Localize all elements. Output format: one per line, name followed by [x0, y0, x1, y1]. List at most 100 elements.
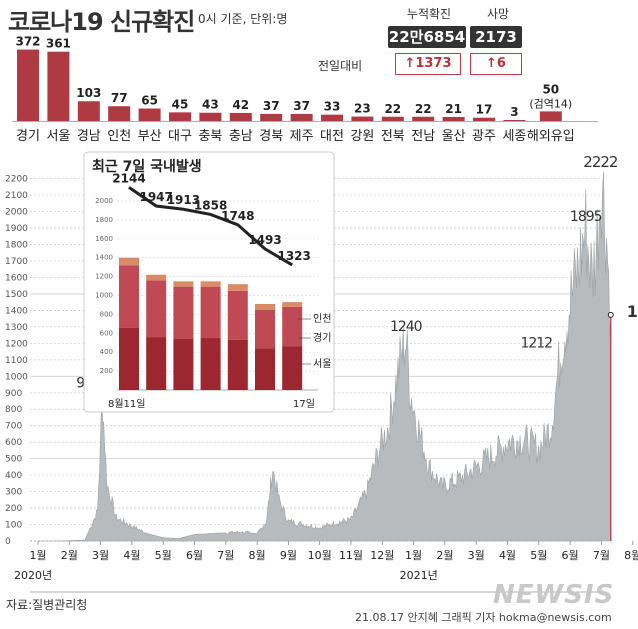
- peak-label: 1895: [570, 209, 602, 225]
- regional-bar: [260, 113, 283, 121]
- chart-title: 코로나19 신규확진: [8, 8, 195, 36]
- inset-y-tick-label: 400: [100, 348, 113, 356]
- inset-line-label: 2144: [112, 171, 145, 185]
- x-tick-label: 6월: [186, 549, 203, 562]
- regional-bar: [473, 117, 495, 121]
- x-tick-label: 11월: [339, 549, 363, 562]
- y-tick-label: 1400: [5, 306, 28, 316]
- regional-value-label: 42: [232, 98, 249, 112]
- regional-value-label: 43: [202, 98, 219, 112]
- regional-category-label: 경북: [259, 129, 283, 144]
- x-tick-label: 1월: [405, 549, 422, 562]
- y-tick-label: 1600: [5, 273, 28, 283]
- regional-category-label: 서울: [46, 129, 70, 144]
- inset-start-label: 8월11일: [108, 398, 146, 410]
- regional-bar: [503, 120, 526, 121]
- regional-bar: [290, 113, 313, 121]
- y-tick-label: 1300: [5, 323, 28, 333]
- regional-value-label: 361: [46, 37, 71, 51]
- deaths-value: 2173: [470, 26, 522, 48]
- deaths-increase: ↑6: [470, 53, 522, 75]
- regional-value-label: 37: [293, 99, 310, 113]
- regional-category-label: 부산: [138, 129, 162, 144]
- x-tick-label: 2월: [436, 549, 453, 562]
- inset-line-label: 1323: [277, 249, 310, 263]
- inset-line-label: 1858: [194, 198, 227, 212]
- inset-bar-incheon: [227, 284, 248, 291]
- inset-y-tick-label: 1000: [95, 292, 113, 300]
- regional-bar: [321, 114, 343, 121]
- regional-bar: [47, 51, 70, 121]
- y-tick-label: 1200: [5, 339, 28, 349]
- x-tick-label: 6월: [562, 549, 579, 562]
- x-tick-label: 3월: [468, 549, 485, 562]
- regional-category-label: 강원: [350, 129, 374, 144]
- inset-bar-incheon: [282, 302, 303, 307]
- regional-category-label: 전북: [381, 129, 405, 144]
- regional-category-label: 대전: [320, 129, 344, 144]
- x-tick-label: 8월: [249, 549, 266, 562]
- y-tick-label: 0: [5, 537, 11, 547]
- inset-bar-incheon: [146, 274, 167, 281]
- y-tick-label: 700: [5, 422, 22, 432]
- regional-bar-chart: 372 경기 361 서울 103 경남 77 인천 65 부산 45 대구 43 충북 42 충남 37 경북 3…: [12, 35, 598, 144]
- regional-category-label: 세종: [502, 129, 526, 144]
- inset-line-label: 1913: [167, 193, 200, 207]
- regional-value-label: 103: [76, 86, 101, 100]
- inset-total-line: [128, 186, 293, 267]
- regional-value-label: 37: [263, 99, 280, 113]
- inset-y-tick-label: 1200: [95, 273, 113, 281]
- cumulative-increase: ↑1373: [395, 53, 461, 75]
- chart-subtitle: 0시 기준, 단위:명: [198, 12, 288, 26]
- y-tick-label: 400: [5, 471, 22, 481]
- regional-bar: [199, 112, 222, 121]
- regional-value-label: 22: [415, 102, 432, 116]
- inset-bar-gyeonggi: [227, 290, 248, 340]
- regional-category-label: 경기: [16, 129, 40, 144]
- latest-day-point: [607, 311, 614, 318]
- inset-bar-seoul: [255, 348, 275, 390]
- inset-bar-seoul: [200, 338, 221, 390]
- inset-bar-incheon: [119, 257, 139, 266]
- x-tick-label: 5월: [155, 549, 172, 562]
- regional-bar: [138, 108, 161, 121]
- inset-bar-incheon: [200, 281, 221, 287]
- inset-y-tick-label: 200: [100, 367, 113, 375]
- inset-y-tick-label: 2000: [95, 197, 113, 205]
- regional-value-label: 23: [354, 102, 371, 116]
- x-tick-label: 7월: [217, 549, 234, 562]
- regional-category-label: 울산: [442, 129, 466, 144]
- inset-bar-incheon: [255, 304, 275, 310]
- y-tick-label: 2000: [5, 208, 28, 218]
- peak-label: 2222: [583, 153, 618, 171]
- y-tick-label: 1700: [5, 257, 28, 267]
- source-note: 자료:질병관리청: [6, 598, 88, 612]
- x-tick-label: 7월: [593, 549, 610, 562]
- deaths-label: 사망: [486, 7, 510, 21]
- y-tick-label: 1000: [5, 372, 28, 382]
- inset-bar-gyeonggi: [200, 286, 221, 339]
- x-tick-label: 4월: [123, 549, 140, 562]
- x-tick-label: 10월: [308, 549, 332, 562]
- y-tick-label: 200: [5, 504, 22, 514]
- inset-legend-label: 경기: [313, 331, 331, 344]
- inset-line-label: 1493: [248, 233, 281, 247]
- year-label: 2021년: [400, 569, 438, 582]
- regional-bar: [229, 112, 252, 121]
- inset-bar-gyeonggi: [119, 265, 139, 328]
- inset-y-tick-label: 1600: [95, 235, 113, 243]
- inset-bar-seoul: [146, 337, 167, 390]
- peak-label: 1240: [390, 319, 422, 335]
- regional-category-label: 충북: [198, 129, 222, 144]
- inset-bar-seoul: [282, 346, 303, 390]
- y-tick-label: 2200: [5, 175, 28, 185]
- inset-y-tick-label: 1400: [95, 254, 113, 262]
- x-tick-label: 12월: [370, 549, 394, 562]
- x-tick-label: 2월: [61, 549, 78, 562]
- x-tick-label: 5월: [530, 549, 547, 562]
- x-tick-label: 1월: [29, 549, 46, 562]
- regional-category-label: 인천: [107, 129, 131, 144]
- x-tick-label: 4월: [499, 549, 516, 562]
- inset-bar-seoul: [119, 327, 139, 390]
- regional-bar: [351, 116, 374, 121]
